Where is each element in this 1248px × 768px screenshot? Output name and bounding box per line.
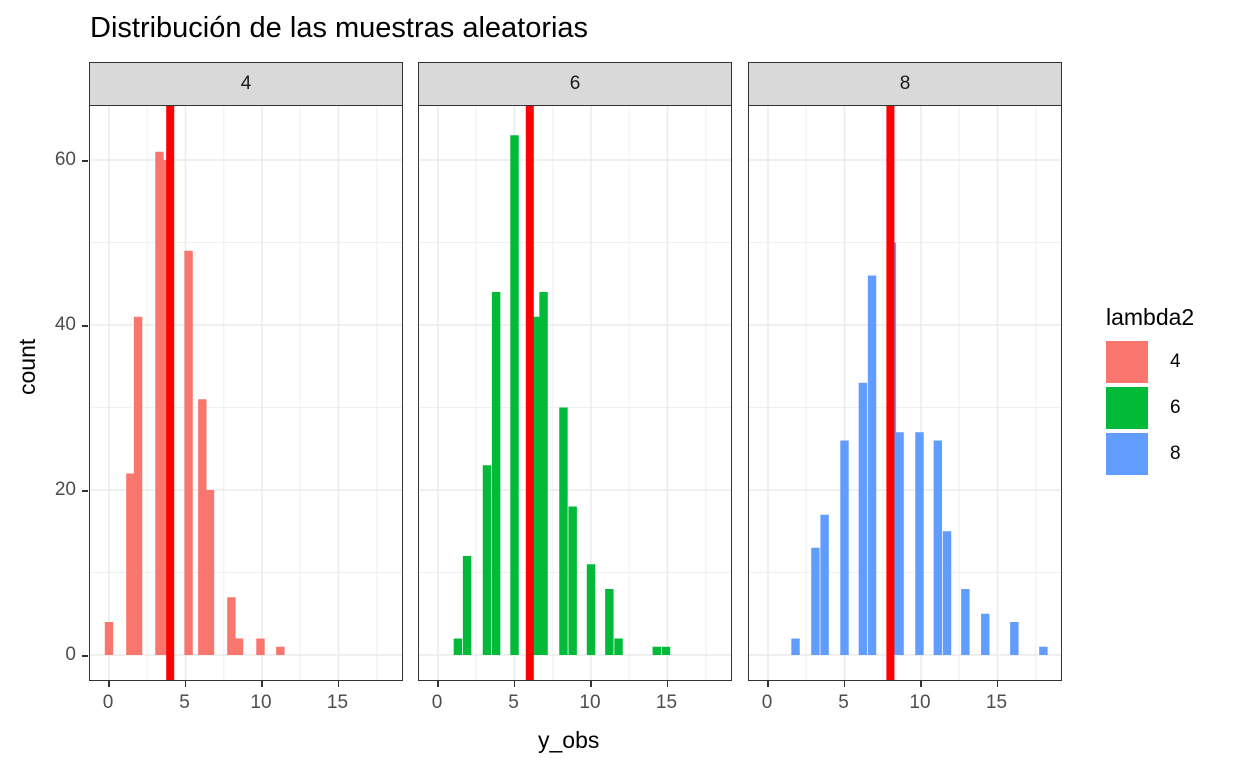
plot-area <box>89 106 403 681</box>
legend-swatch <box>1106 387 1148 429</box>
y-tick-mark <box>82 490 88 492</box>
histogram-bar <box>661 646 671 655</box>
histogram-bar <box>256 638 265 655</box>
x-tick-label: 0 <box>761 692 773 713</box>
histogram-bar <box>605 589 614 655</box>
histogram-bar <box>104 622 114 655</box>
histogram-bar <box>491 292 501 655</box>
x-tick-label: 5 <box>838 692 849 713</box>
histogram-bar <box>791 638 800 655</box>
chart-title: Distribución de las muestras aleatorias <box>90 12 589 44</box>
y-tick-mark <box>82 160 88 162</box>
histogram-bar <box>915 432 924 655</box>
histogram-bar <box>858 382 868 655</box>
y-tick-label: 40 <box>54 314 76 335</box>
x-tick-mark <box>513 681 515 687</box>
histogram-bar <box>895 432 904 655</box>
histogram-bar <box>942 531 952 655</box>
x-tick-mark <box>337 681 339 687</box>
histogram-bar <box>652 646 661 655</box>
x-tick-mark <box>996 681 998 687</box>
y-tick-label: 20 <box>54 479 76 500</box>
histogram-bar <box>1010 622 1019 655</box>
histogram-bar <box>453 638 463 655</box>
x-tick-label: 10 <box>579 692 601 713</box>
legend-title: lambda2 <box>1106 304 1195 330</box>
x-tick-label: 5 <box>508 692 519 713</box>
y-tick-label: 0 <box>65 644 76 665</box>
histogram-bar <box>482 465 492 655</box>
reference-line <box>886 106 895 680</box>
y-axis-label: count <box>14 338 40 395</box>
histogram-bar <box>1039 646 1048 655</box>
legend-label: 4 <box>1170 351 1181 372</box>
histogram-bar <box>614 638 623 655</box>
histogram-bar <box>539 292 548 655</box>
x-tick-label: 0 <box>431 692 443 713</box>
histogram-bar <box>155 151 164 655</box>
histogram-bar <box>533 316 542 655</box>
histogram-bar <box>933 440 943 655</box>
legend-label: 8 <box>1170 443 1181 464</box>
histogram-bar <box>462 556 472 655</box>
histogram-bar <box>820 514 829 655</box>
x-tick-mark <box>108 681 110 687</box>
x-axis-label: y_obs <box>538 727 600 753</box>
legend-swatch <box>1106 341 1148 383</box>
plot-area <box>748 106 1062 681</box>
legend-item: 6 <box>1106 385 1194 431</box>
histogram-bar <box>867 275 877 655</box>
facet-strip-label: 8 <box>748 62 1062 106</box>
histogram-bar <box>133 316 143 655</box>
facet-panel-8: 8 <box>748 62 1062 681</box>
histogram-bar <box>811 547 820 655</box>
histogram-bar <box>205 490 215 655</box>
reference-line <box>166 106 175 680</box>
x-tick-mark <box>184 681 186 687</box>
x-tick-mark <box>767 681 769 687</box>
histogram-bar <box>568 506 577 655</box>
x-tick-mark <box>261 681 263 687</box>
histogram-bar <box>510 135 519 655</box>
histogram-bar <box>586 564 596 655</box>
reference-line <box>525 106 534 680</box>
histogram-bar <box>234 638 244 655</box>
x-tick-label: 10 <box>909 692 931 713</box>
legend: lambda2 4 6 8 <box>1106 304 1194 477</box>
legend-item: 4 <box>1106 339 1194 385</box>
legend-label: 6 <box>1170 397 1181 418</box>
facet-strip-label: 4 <box>89 62 403 106</box>
x-tick-mark <box>843 681 845 687</box>
histogram-bar <box>840 440 849 655</box>
legend-item: 8 <box>1106 431 1194 477</box>
x-tick-mark <box>437 681 439 687</box>
histogram-bar <box>276 646 285 655</box>
plot-area <box>418 106 732 681</box>
facet-panel-6: 6 <box>418 62 732 681</box>
histogram-bar <box>198 399 207 655</box>
x-tick-label: 0 <box>102 692 114 713</box>
legend-swatch <box>1106 433 1148 475</box>
y-tick-mark <box>82 325 88 327</box>
x-tick-label: 15 <box>326 692 349 713</box>
histogram-bar <box>126 473 135 655</box>
x-tick-label: 5 <box>179 692 190 713</box>
histogram-bar <box>961 589 970 655</box>
histogram-bar <box>559 407 568 655</box>
x-tick-label: 10 <box>250 692 272 713</box>
y-tick-mark <box>82 655 88 657</box>
histogram-bar <box>981 613 990 655</box>
x-tick-label: 15 <box>655 692 678 713</box>
facet-panel-4: 4 <box>89 62 403 681</box>
x-tick-mark <box>920 681 922 687</box>
x-tick-mark <box>590 681 592 687</box>
histogram-bar <box>227 597 236 655</box>
y-tick-label: 60 <box>54 149 76 170</box>
x-tick-label: 15 <box>985 692 1008 713</box>
histogram-bar <box>184 250 193 655</box>
x-tick-mark <box>666 681 668 687</box>
facet-strip-label: 6 <box>418 62 732 106</box>
